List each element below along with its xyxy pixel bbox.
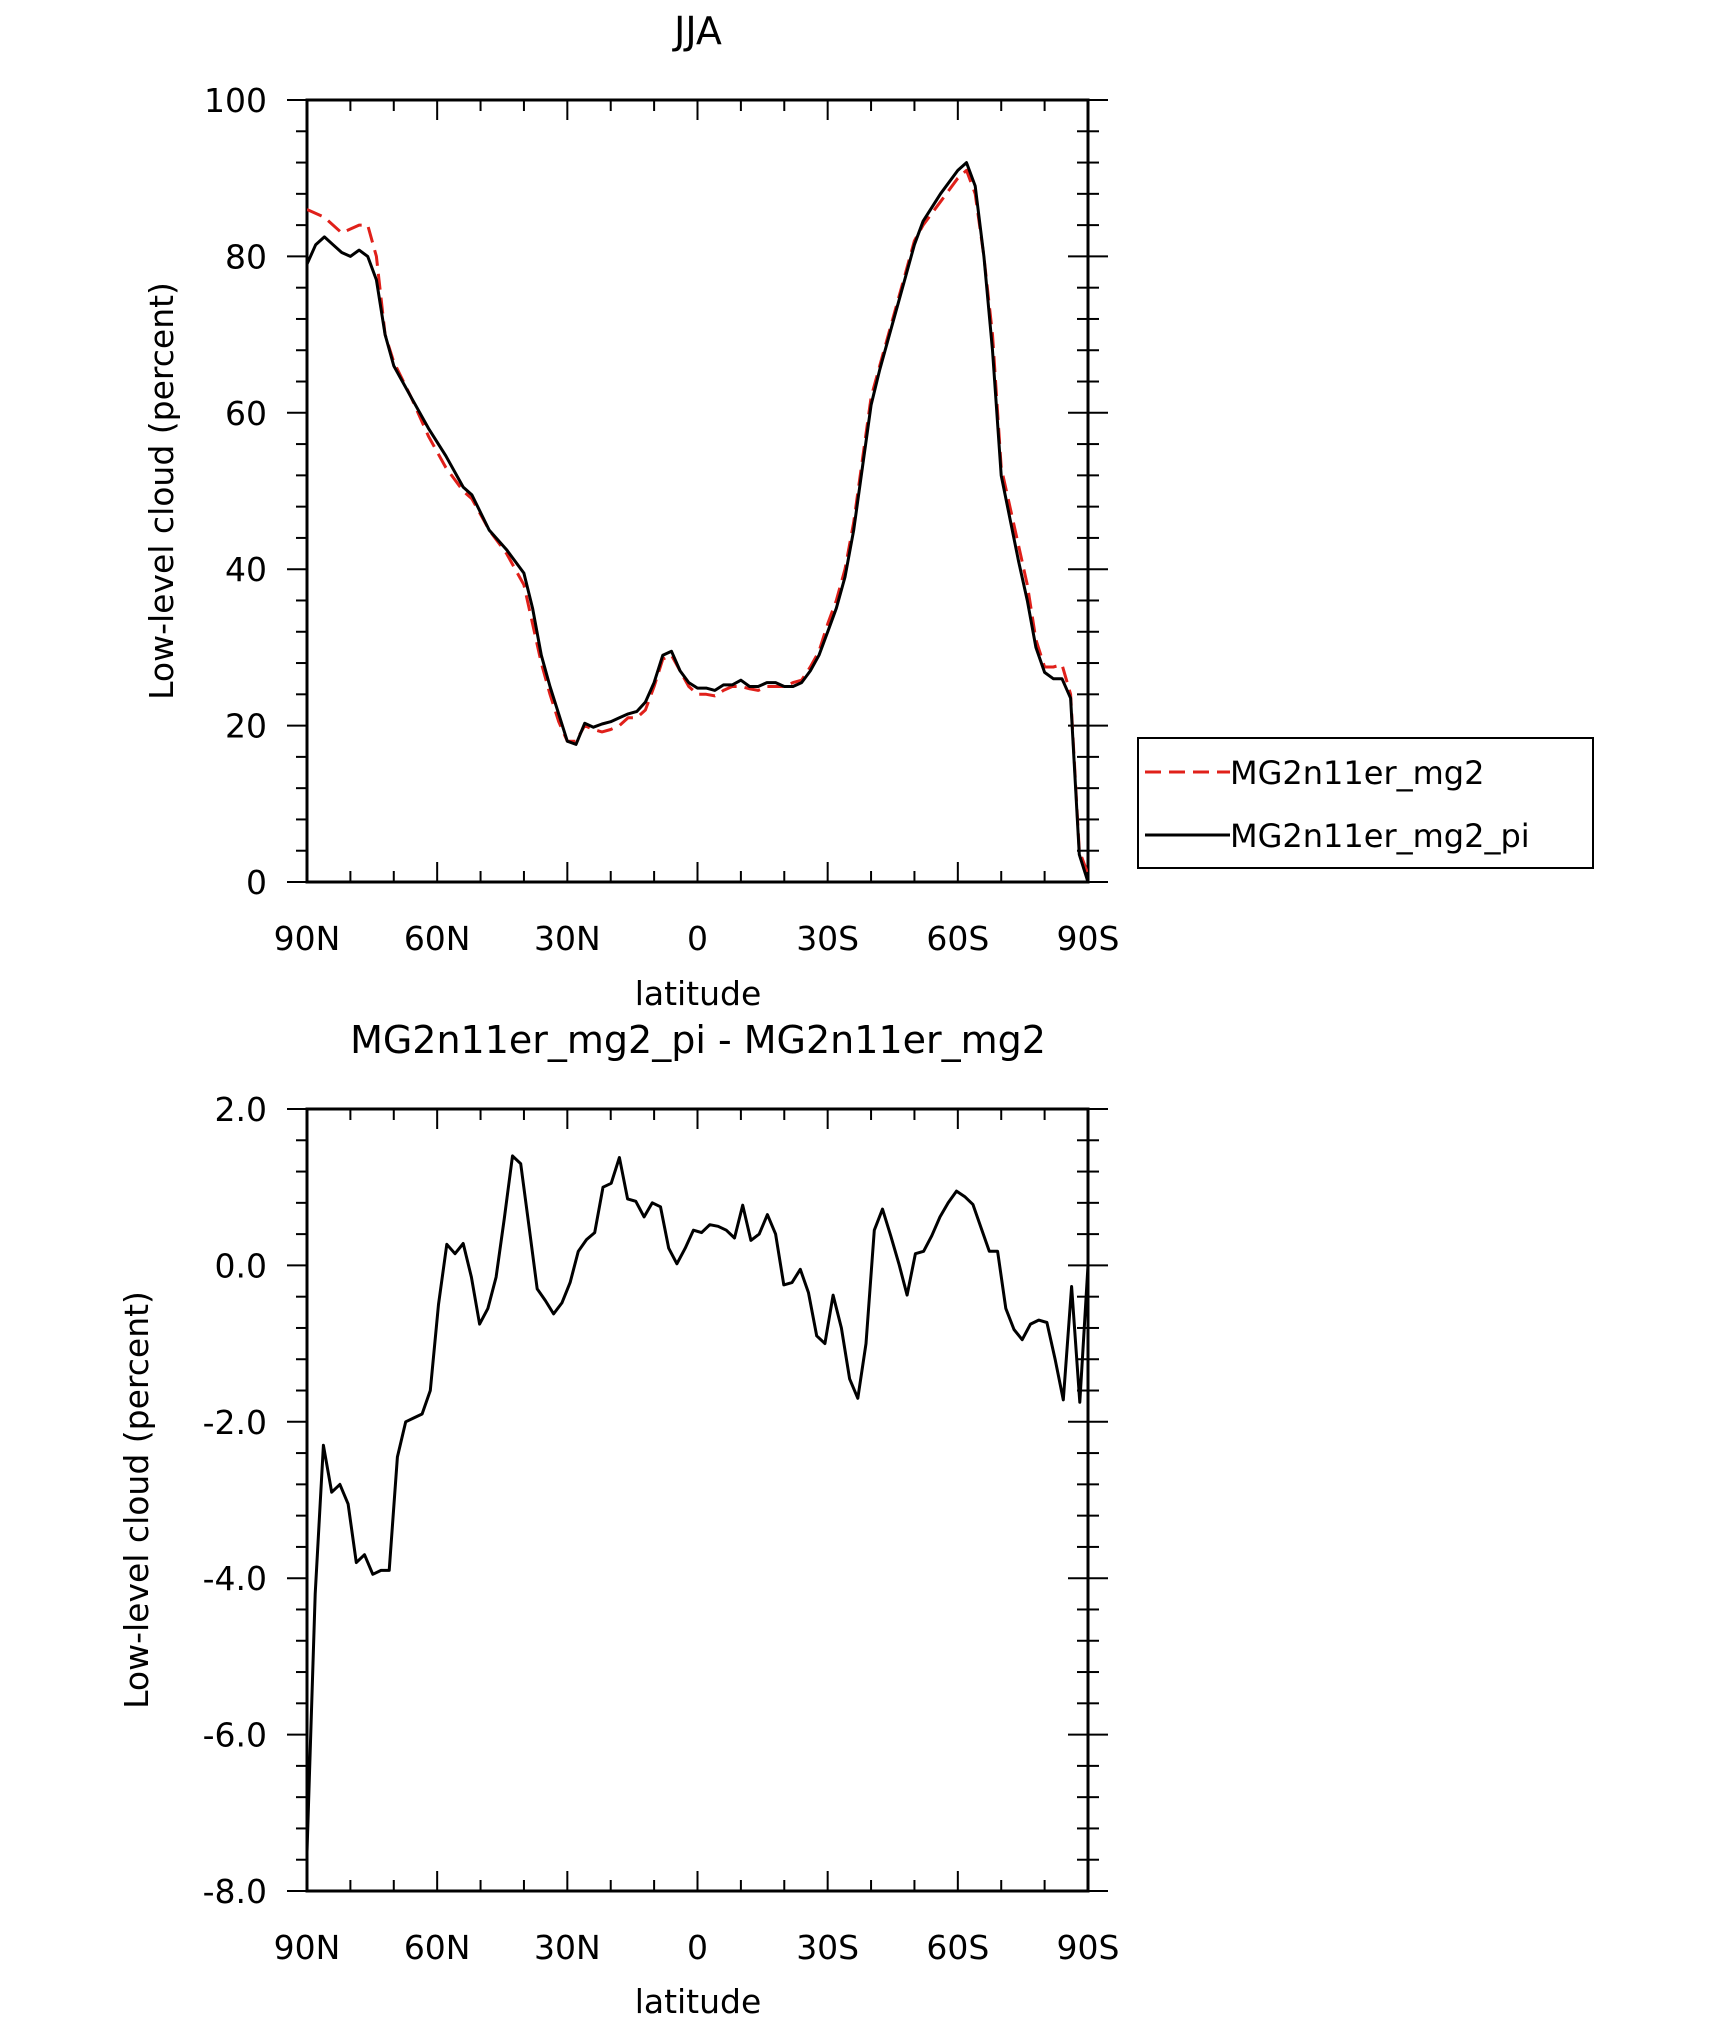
bottom-panel-y-tick-label: -2.0 [203,1403,267,1442]
bottom-panel-x-tick-label: 0 [687,1928,708,1967]
top-panel-x-tick-label: 0 [687,919,708,958]
bottom-panel-ticks [287,1108,1108,1892]
bottom-panel-x-axis-label: latitude [635,1982,762,2021]
bottom-panel-y-tick-label: 0.0 [215,1246,267,1285]
top-panel-x-tick-label: 60N [404,919,471,958]
bottom-panel-x-tick-label: 60N [404,1928,471,1967]
top-panel-y-tick-label: 20 [225,707,267,746]
top-panel-x-tick-labels: 90N 60N 30N 0 30S 60S 90S [274,919,1120,958]
top-panel-ticks [287,99,1108,883]
top-panel-y-tick-label: 60 [225,394,267,433]
top-panel-x-axis-label: latitude [635,974,762,1013]
bottom-panel-x-tick-label: 90S [1057,1928,1120,1967]
top-panel-y-tick-label: 80 [225,237,267,276]
legend-label-mg2-pi: MG2n11er_mg2_pi [1230,817,1530,855]
legend: MG2n11er_mg2 MG2n11er_mg2_pi [1137,737,1594,869]
top-panel-x-tick-label: 90N [274,919,341,958]
bottom-panel-y-axis-label: Low-level cloud (percent) [117,1291,156,1709]
bottom-panel-plot-frame [305,1107,1090,1893]
top-panel-y-tick-label: 0 [246,863,267,902]
top-panel-x-tick-label: 30N [534,919,601,958]
top-panel-series-line-MG2n11er_mg2 [307,168,1088,875]
bottom-panel-x-tick-label: 90N [274,1928,341,1967]
bottom-panel-x-tick-labels: 90N 60N 30N 0 30S 60S 90S [274,1928,1120,1967]
bottom-panel-y-tick-labels: -8.0 -6.0 -4.0 -2.0 0.0 2.0 [203,1090,267,1911]
top-panel-series [307,161,1088,882]
bottom-panel-y-tick-label: -4.0 [203,1559,267,1598]
top-panel-y-tick-labels: 0 20 40 60 80 100 [204,81,267,902]
top-panel-title: JJA [672,9,722,53]
top-panel-series-line-MG2n11er_mg2_pi [307,161,1088,882]
bottom-panel-x-tick-label: 60S [926,1928,989,1967]
legend-box [1137,737,1594,869]
bottom-panel-series [307,1154,1088,1852]
bottom-panel-y-tick-label: 2.0 [215,1090,267,1129]
top-panel: JJA 0 20 40 60 80 100 90N 60N 30N 0 30S 60S 90S lat… [142,9,1594,1013]
bottom-panel-y-tick-label: -6.0 [203,1716,267,1755]
top-panel-x-tick-label: 90S [1057,919,1120,958]
bottom-panel: MG2n11er_mg2_pi - MG2n11er_mg2 -8.0-6.0-… [117,1018,1119,2021]
legend-label-mg2: MG2n11er_mg2 [1230,754,1484,792]
top-panel-x-tick-label: 60S [926,919,989,958]
bottom-panel-series-line-difference [307,1154,1088,1852]
top-panel-y-axis-label: Low-level cloud (percent) [142,282,181,700]
top-panel-x-tick-label: 30S [796,919,859,958]
bottom-panel-x-tick-label: 30S [796,1928,859,1967]
bottom-panel-title: MG2n11er_mg2_pi - MG2n11er_mg2 [350,1018,1046,1062]
top-panel-y-tick-label: 40 [225,550,267,589]
bottom-panel-y-tick-label: -8.0 [203,1872,267,1911]
top-panel-y-tick-label: 100 [204,81,267,120]
top-panel-plot-frame [305,98,1090,884]
bottom-panel-x-tick-label: 30N [534,1928,601,1967]
